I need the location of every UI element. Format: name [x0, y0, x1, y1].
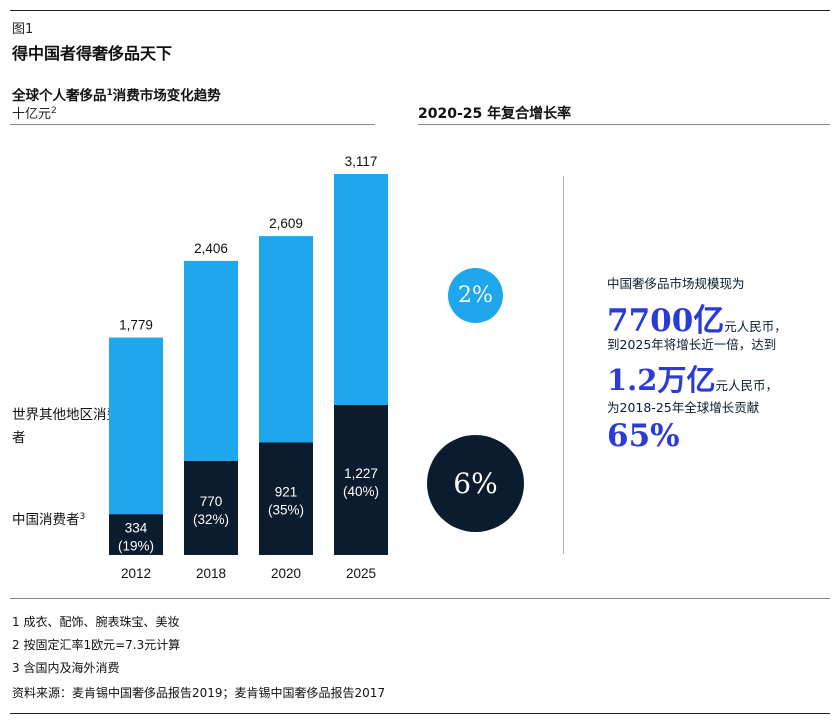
cagr-rest-of-world-badge: 2%: [448, 268, 503, 323]
china-share-label-2025: (40%): [343, 484, 379, 499]
callout-big1: 7700亿: [607, 303, 725, 339]
unit-label: 十亿元2: [12, 106, 57, 122]
cagr-title: 2020-25 年复合增长率: [418, 106, 572, 122]
figure-title: 得中国者得奢侈品天下: [12, 44, 173, 63]
china-value-label-2018: 770: [200, 494, 223, 509]
callout-big3: 65%: [607, 418, 680, 454]
bar-china-2018: [184, 460, 238, 555]
callout-big2: 1.2万亿: [607, 363, 716, 397]
bar-china-2012: [109, 514, 163, 555]
callout-line3: 为2018-25年全球增长贡献: [607, 400, 760, 415]
bar-rest-of-world-2018: [184, 260, 238, 461]
total-label-2020: 2,609: [269, 216, 303, 231]
callout-row2: 1.2万亿元人民币，: [607, 363, 778, 397]
bar-rest-of-world-2025: [334, 174, 388, 406]
footnote-2: 2 按固定汇率1欧元=7.3元计算: [12, 638, 181, 652]
legend-rest-of-world: 世界其他地区消费者: [12, 407, 120, 446]
footnote-3: 3 含国内及海外消费: [12, 661, 120, 675]
source-note: 资料来源：麦肯锡中国奢侈品报告2019；麦肯锡中国奢侈品报告2017: [12, 686, 386, 700]
x-tick-label-2020: 2020: [271, 566, 301, 581]
total-label-2025: 3,117: [345, 154, 378, 169]
bar-china-2025: [334, 405, 388, 555]
bar-china-2020: [259, 442, 313, 555]
footnote-1: 1 成衣、配饰、腕表珠宝、美妆: [12, 615, 180, 629]
china-share-label-2018: (32%): [193, 512, 229, 527]
figure-label: 图1: [12, 22, 34, 37]
china-value-label-2012: 334: [125, 521, 148, 536]
x-tick-label-2025: 2025: [346, 566, 376, 581]
x-tick-label-2018: 2018: [196, 566, 226, 581]
bottom-rule: [10, 713, 830, 714]
bar-rest-of-world-2012: [109, 337, 163, 515]
divider-line: [563, 176, 564, 554]
callout-line2: 到2025年将增长近一倍，达到: [607, 337, 777, 352]
cagr-rule: [418, 124, 830, 125]
callout-line1: 中国奢侈品市场规模现为: [607, 276, 745, 291]
top-rule: [10, 10, 830, 11]
total-label-2012: 1,779: [119, 318, 153, 333]
callout-row3: 65%: [607, 418, 831, 454]
subtitle-rule: [10, 124, 375, 125]
legend-china: 中国消费者3: [12, 512, 86, 528]
bar-rest-of-world-2020: [259, 236, 313, 443]
chart-subtitle: 全球个人奢侈品1消费市场变化趋势: [12, 88, 221, 104]
total-label-2018: 2,406: [194, 241, 228, 256]
notes-rule: [10, 598, 830, 599]
china-share-label-2020: (35%): [268, 503, 304, 518]
china-share-label-2012: (19%): [118, 539, 154, 554]
cagr-china-badge: 6%: [427, 435, 524, 532]
china-value-label-2020: 921: [275, 485, 298, 500]
x-tick-label-2012: 2012: [121, 566, 151, 581]
china-value-label-2025: 1,227: [344, 466, 378, 481]
callout-row1: 7700亿元人民币，: [607, 303, 787, 339]
